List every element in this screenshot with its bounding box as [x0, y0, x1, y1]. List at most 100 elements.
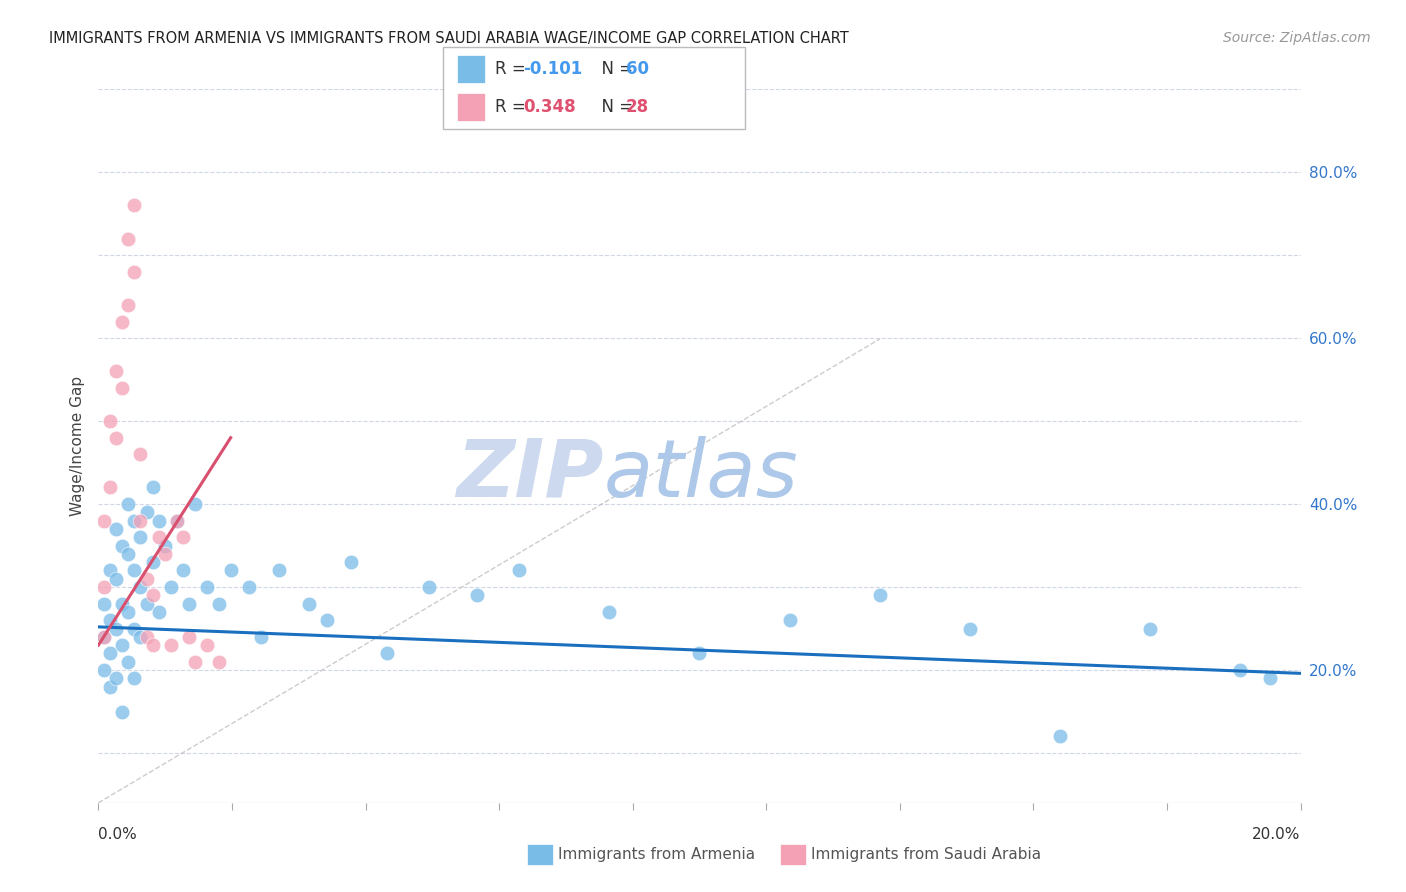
Point — [111, 638, 134, 652]
Point — [159, 580, 181, 594]
Point — [129, 630, 152, 644]
Point — [124, 671, 146, 685]
Point — [93, 630, 115, 644]
Point — [148, 530, 170, 544]
Point — [135, 572, 157, 586]
Point — [117, 231, 139, 245]
Text: 0.0%: 0.0% — [98, 827, 138, 841]
Text: N =: N = — [591, 98, 638, 116]
Text: R =: R = — [495, 98, 531, 116]
Point — [598, 605, 620, 619]
Point — [195, 580, 218, 594]
Point — [135, 505, 157, 519]
Point — [153, 539, 176, 553]
Point — [172, 564, 194, 578]
Point — [418, 580, 440, 594]
Point — [1229, 663, 1251, 677]
Point — [100, 680, 122, 694]
Point — [105, 622, 128, 636]
Point — [508, 564, 530, 578]
Point — [93, 514, 115, 528]
Point — [124, 265, 146, 279]
Point — [111, 539, 134, 553]
Point — [148, 514, 170, 528]
Point — [465, 588, 488, 602]
Point — [195, 638, 218, 652]
Point — [93, 630, 115, 644]
Text: IMMIGRANTS FROM ARMENIA VS IMMIGRANTS FROM SAUDI ARABIA WAGE/INCOME GAP CORRELAT: IMMIGRANTS FROM ARMENIA VS IMMIGRANTS FR… — [49, 31, 849, 46]
Point — [111, 705, 134, 719]
Point — [117, 298, 139, 312]
Point — [111, 314, 134, 328]
Point — [100, 647, 122, 661]
Point — [1260, 671, 1282, 685]
Point — [177, 597, 200, 611]
Point — [135, 630, 157, 644]
Point — [93, 597, 115, 611]
Point — [105, 572, 128, 586]
Point — [219, 564, 242, 578]
Point — [148, 605, 170, 619]
Text: -0.101: -0.101 — [523, 60, 582, 78]
Point — [172, 530, 194, 544]
Text: 0.348: 0.348 — [523, 98, 575, 116]
Point — [93, 580, 115, 594]
Text: Source: ZipAtlas.com: Source: ZipAtlas.com — [1223, 31, 1371, 45]
Point — [117, 497, 139, 511]
Point — [315, 613, 337, 627]
Text: 60: 60 — [626, 60, 648, 78]
Point — [298, 597, 321, 611]
Point — [100, 613, 122, 627]
Point — [340, 555, 363, 569]
Point — [208, 597, 231, 611]
Point — [375, 647, 398, 661]
Point — [183, 655, 205, 669]
Point — [117, 605, 139, 619]
Point — [124, 514, 146, 528]
Point — [124, 198, 146, 212]
Point — [129, 514, 152, 528]
Point — [93, 663, 115, 677]
Text: ZIP: ZIP — [456, 435, 603, 514]
Point — [238, 580, 260, 594]
Point — [105, 364, 128, 378]
Text: Immigrants from Armenia: Immigrants from Armenia — [558, 847, 755, 862]
Point — [183, 497, 205, 511]
Point — [111, 381, 134, 395]
Text: 20.0%: 20.0% — [1253, 827, 1301, 841]
Text: R =: R = — [495, 60, 531, 78]
Text: Immigrants from Saudi Arabia: Immigrants from Saudi Arabia — [811, 847, 1042, 862]
Point — [117, 547, 139, 561]
Point — [129, 447, 152, 461]
Point — [141, 638, 163, 652]
Point — [779, 613, 801, 627]
Point — [869, 588, 891, 602]
Point — [141, 481, 163, 495]
Y-axis label: Wage/Income Gap: Wage/Income Gap — [69, 376, 84, 516]
Point — [166, 514, 188, 528]
Point — [105, 671, 128, 685]
Point — [1139, 622, 1161, 636]
Point — [267, 564, 290, 578]
Point — [208, 655, 231, 669]
Point — [100, 564, 122, 578]
Point — [100, 481, 122, 495]
Point — [689, 647, 711, 661]
Point — [124, 564, 146, 578]
Point — [1049, 730, 1071, 744]
Point — [153, 547, 176, 561]
Point — [959, 622, 981, 636]
Point — [111, 597, 134, 611]
Point — [105, 522, 128, 536]
Point — [159, 638, 181, 652]
Point — [105, 431, 128, 445]
Point — [177, 630, 200, 644]
Point — [141, 555, 163, 569]
Point — [129, 580, 152, 594]
Point — [166, 514, 188, 528]
Point — [124, 622, 146, 636]
Point — [100, 414, 122, 428]
Point — [135, 597, 157, 611]
Point — [249, 630, 271, 644]
Point — [117, 655, 139, 669]
